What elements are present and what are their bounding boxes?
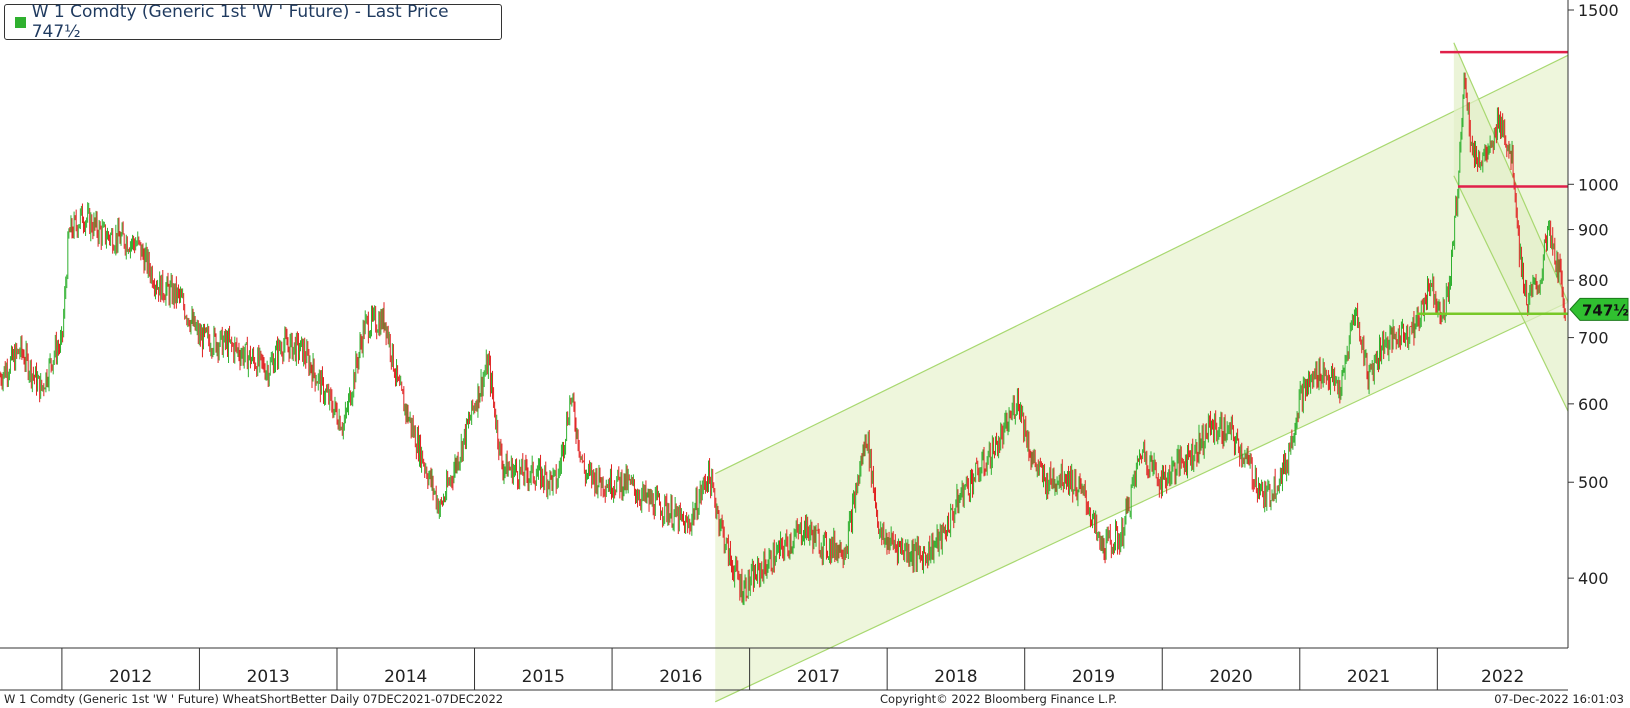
falling-channel-lower-line — [1453, 175, 1569, 412]
x-tick-label: 2020 — [1209, 667, 1252, 687]
x-tick-label: 2016 — [659, 667, 702, 687]
footer-copyright: Copyright© 2022 Bloomberg Finance L.P. — [880, 692, 1117, 706]
y-tick-label: 800 — [1578, 271, 1609, 290]
y-tick-label: 1500 — [1578, 1, 1619, 20]
x-tick-label: 2012 — [109, 667, 152, 687]
x-tick-label: 2022 — [1481, 667, 1524, 687]
falling-channel-fill — [1453, 42, 1568, 412]
y-tick-label: 700 — [1578, 329, 1609, 348]
last-price-tag — [1569, 297, 1629, 321]
x-tick-label: 2019 — [1072, 667, 1115, 687]
rising-channel-lower-line — [714, 301, 1569, 703]
rising-channel-upper-line — [714, 54, 1569, 475]
y-tick-label: 400 — [1578, 569, 1609, 588]
x-tick-label: 2017 — [797, 667, 840, 687]
last-price-label: 747½ — [1582, 301, 1629, 319]
y-tick-label: 500 — [1578, 473, 1609, 492]
footer-left: W 1 Comdty (Generic 1st 'W ' Future) Whe… — [4, 692, 504, 706]
x-tick-label: 2014 — [384, 667, 427, 687]
x-tick-label: 2013 — [247, 667, 290, 687]
x-tick-label: 2018 — [934, 667, 977, 687]
footer-timestamp: 07-Dec-2022 16:01:03 — [1494, 692, 1624, 706]
y-tick-label: 900 — [1578, 221, 1609, 240]
x-tick-label: 2015 — [522, 667, 565, 687]
x-tick-label: 2021 — [1347, 667, 1390, 687]
legend-label: W 1 Comdty (Generic 1st 'W ' Future) - L… — [31, 2, 449, 42]
falling-channel-upper-line — [1453, 42, 1569, 303]
rising-channel-fill — [715, 55, 1568, 702]
legend-swatch — [15, 16, 26, 28]
legend-box: W 1 Comdty (Generic 1st 'W ' Future) - L… — [4, 2, 502, 42]
y-tick-label: 1000 — [1578, 175, 1619, 194]
y-tick-label: 600 — [1578, 395, 1609, 414]
